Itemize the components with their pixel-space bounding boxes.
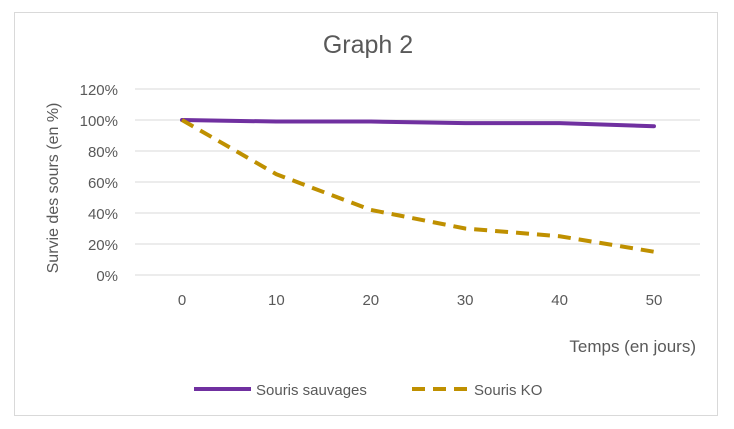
- y-tick-label: 80%: [88, 144, 118, 161]
- y-axis-label: Survie des sours (en %): [45, 103, 62, 274]
- series-line-souris-sauvages: [180, 118, 656, 129]
- y-tick-label: 40%: [88, 206, 118, 223]
- gridlines: [135, 88, 700, 276]
- chart-frame: [14, 12, 718, 416]
- y-tick-label: 0%: [96, 268, 118, 285]
- series-lines: [180, 118, 656, 254]
- x-tick-label: 50: [646, 292, 663, 309]
- x-axis-label: Temps (en jours): [569, 337, 696, 356]
- x-tick-label: 10: [268, 292, 285, 309]
- y-tick-label: 60%: [88, 175, 118, 192]
- x-tick-label: 0: [178, 292, 186, 309]
- legend: Souris sauvages Souris KO: [194, 382, 542, 399]
- x-tick-label: 20: [362, 292, 379, 309]
- x-tick-label: 30: [457, 292, 474, 309]
- x-tick-labels: 0 10 20 30 40 50: [178, 292, 663, 309]
- legend-label: Souris sauvages: [256, 382, 367, 399]
- series-line-souris-ko: [181, 118, 655, 254]
- y-tick-label: 100%: [80, 113, 118, 130]
- y-tick-labels: 0% 20% 40% 60% 80% 100% 120%: [80, 82, 118, 285]
- chart-title: Graph 2: [323, 31, 413, 59]
- y-tick-label: 120%: [80, 82, 118, 99]
- y-tick-label: 20%: [88, 237, 118, 254]
- x-tick-label: 40: [551, 292, 568, 309]
- legend-label: Souris KO: [474, 382, 542, 399]
